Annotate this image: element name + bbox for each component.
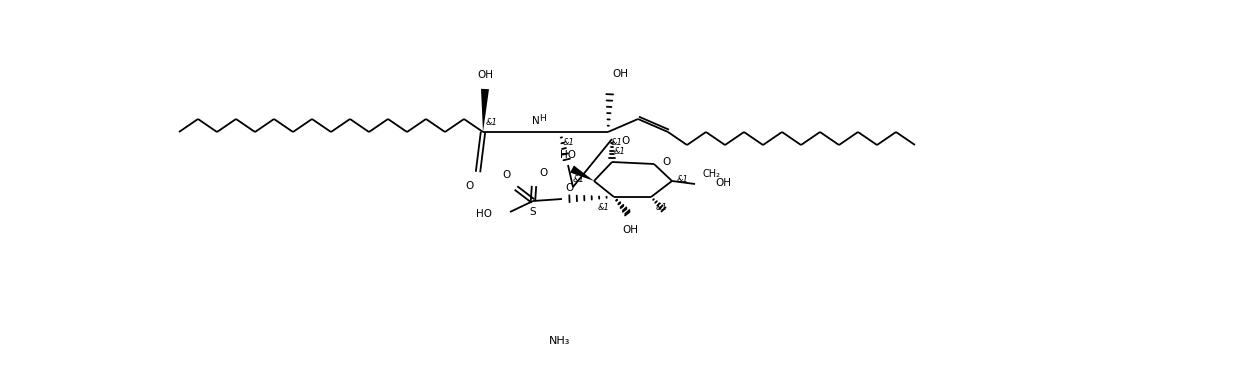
Text: &1: &1 — [563, 138, 575, 147]
Text: NH₃: NH₃ — [550, 336, 571, 346]
Text: HO: HO — [476, 209, 492, 219]
Polygon shape — [481, 89, 490, 132]
Text: &1: &1 — [572, 175, 585, 183]
Text: &1: &1 — [677, 175, 689, 183]
Text: &1: &1 — [597, 203, 610, 212]
Text: OH: OH — [477, 70, 493, 80]
Text: &1: &1 — [615, 147, 626, 156]
Text: O: O — [662, 157, 671, 167]
Text: O: O — [503, 170, 511, 180]
Text: OH: OH — [622, 225, 638, 235]
Text: &1: &1 — [611, 138, 623, 147]
Text: OH: OH — [714, 178, 731, 188]
Text: O: O — [565, 183, 573, 193]
Text: O: O — [466, 181, 475, 191]
Text: H: H — [540, 114, 546, 123]
Text: HO: HO — [560, 150, 576, 160]
Text: S: S — [530, 207, 536, 217]
Polygon shape — [570, 165, 595, 181]
Text: CH₂: CH₂ — [703, 169, 721, 179]
Text: O: O — [540, 168, 547, 178]
Text: &1: &1 — [656, 203, 668, 212]
Text: OH: OH — [612, 69, 628, 79]
Text: &1: &1 — [486, 118, 498, 127]
Text: O: O — [621, 136, 629, 146]
Text: N: N — [532, 116, 540, 126]
